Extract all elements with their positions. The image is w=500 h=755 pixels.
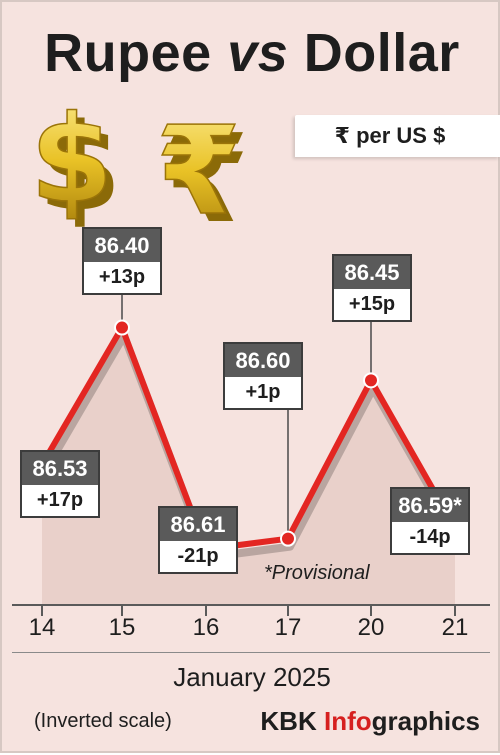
data-label-value: 86.59*	[392, 489, 468, 522]
x-tick-label: 20	[357, 614, 385, 641]
data-label-change: +1p	[245, 381, 281, 403]
data-label-value: 86.40	[84, 229, 160, 262]
x-axis-title: January 2025	[173, 662, 331, 692]
data-callout: 86.60 +1p	[223, 342, 303, 410]
data-label-value: 86.53	[22, 452, 98, 485]
credit-accent: Info	[323, 706, 372, 736]
month-underline	[12, 652, 490, 653]
data-callout: 86.45 +15p	[332, 254, 412, 322]
svg-text:₹: ₹	[164, 108, 249, 237]
x-tick	[205, 606, 207, 616]
svg-text:$: $	[30, 97, 114, 230]
x-tick-label: 21	[441, 614, 469, 641]
inverted-scale-note: (Inverted scale)	[34, 710, 172, 732]
unit-label-box: ₹ per US $	[295, 115, 500, 157]
provisional-note: *Provisional	[264, 562, 370, 584]
data-point	[363, 372, 379, 389]
title-vs: vs	[227, 23, 289, 83]
title-dollar: Dollar	[288, 23, 460, 83]
unit-label: ₹ per US $	[334, 123, 446, 148]
chart-title: Rupee vs Dollar	[2, 22, 500, 84]
data-label-change: +17p	[36, 489, 84, 511]
data-callout: 86.53 +17p	[20, 450, 100, 518]
svg-text:$: $	[38, 99, 122, 237]
data-label-value: 86.61	[160, 508, 236, 541]
credit-rest: graphics	[371, 706, 480, 736]
series-line	[39, 324, 458, 553]
credit-brand: KBK	[260, 706, 324, 736]
x-tick	[41, 606, 43, 616]
data-callout: 86.59* -14p	[390, 487, 470, 555]
x-tick	[287, 606, 289, 616]
data-point	[280, 530, 296, 547]
data-label-change: +15p	[348, 293, 396, 315]
data-label-change: +13p	[98, 266, 146, 288]
data-callout: 86.61 -21p	[158, 506, 238, 574]
data-callout: 86.40 +13p	[82, 227, 162, 295]
svg-text:₹: ₹	[156, 100, 241, 237]
x-tick-label: 15	[108, 614, 136, 641]
x-tick-label: 16	[192, 614, 220, 641]
rupee-symbol-icon: ₹ ₹	[155, 99, 249, 237]
currency-icons: $ $ ₹ ₹	[29, 97, 249, 237]
data-label-change: -21p	[177, 545, 219, 567]
x-axis-line	[12, 604, 490, 606]
data-label-value: 86.45	[334, 256, 410, 289]
data-label-change: -14p	[409, 526, 451, 548]
x-tick	[370, 606, 372, 616]
dollar-symbol-icon: $ $	[29, 97, 122, 237]
x-tick-label: 17	[274, 614, 302, 641]
title-rupee: Rupee	[44, 23, 228, 83]
x-tick	[454, 606, 456, 616]
data-point	[114, 319, 130, 336]
x-tick-label: 14	[28, 614, 56, 641]
x-tick	[121, 606, 123, 616]
data-label-value: 86.60	[225, 344, 301, 377]
credit-logo: KBK Infographics	[260, 706, 480, 737]
